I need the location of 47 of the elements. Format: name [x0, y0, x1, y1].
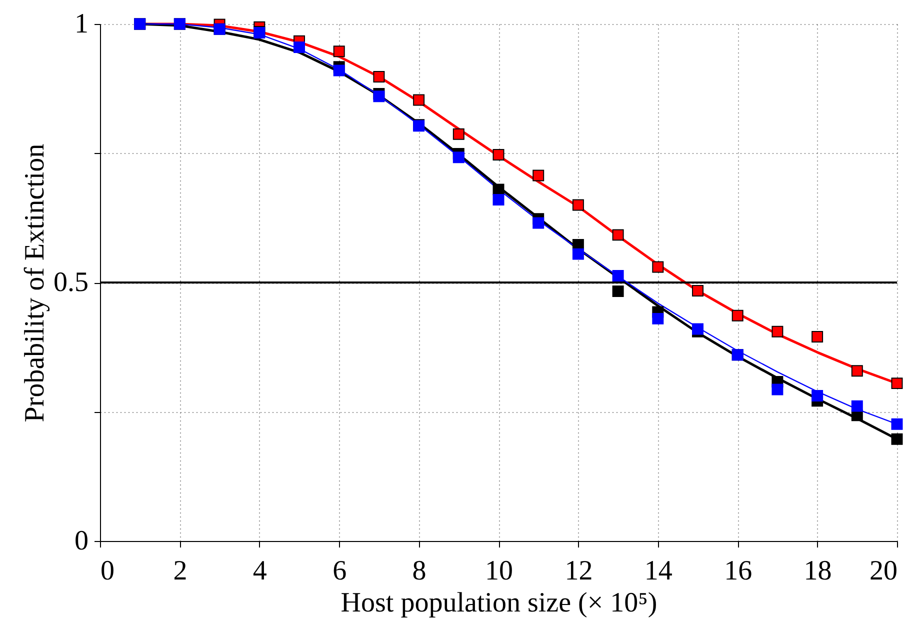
x-tick-label: 14	[644, 556, 672, 586]
x-tick-label: 18	[804, 556, 832, 586]
point	[572, 248, 584, 260]
x-tick-label: 20	[870, 556, 898, 586]
x-tick-label: 10	[485, 556, 513, 586]
point	[452, 152, 464, 164]
point	[333, 46, 345, 58]
point	[812, 331, 824, 343]
point	[294, 42, 305, 54]
point	[333, 64, 345, 76]
point	[612, 229, 624, 241]
x-tick-label: 2	[173, 556, 188, 586]
point	[452, 128, 464, 140]
x-tick-label: 12	[564, 556, 593, 586]
x-tick-label: 6	[332, 556, 347, 586]
point	[891, 433, 903, 445]
point	[891, 378, 903, 390]
y-tick-label: 1	[74, 8, 88, 40]
point	[413, 94, 425, 106]
x-tick-label: 8	[412, 556, 426, 586]
point	[532, 170, 544, 182]
point	[851, 400, 863, 412]
point	[812, 390, 824, 402]
x-axis-title: Host population size (× 10⁵)	[340, 588, 658, 618]
point	[612, 286, 624, 298]
x-tick-label: 16	[724, 556, 752, 586]
point	[652, 261, 664, 273]
point	[851, 365, 863, 377]
point	[772, 384, 784, 396]
point	[772, 326, 784, 338]
point	[891, 418, 903, 430]
point	[572, 199, 584, 211]
point	[492, 194, 504, 206]
x-tick-label: 0	[100, 556, 114, 586]
point	[373, 90, 385, 102]
point	[732, 310, 744, 322]
point	[612, 270, 624, 282]
point	[652, 312, 664, 324]
y-tick-label: 0.5	[54, 267, 88, 298]
y-tick-label: 0	[74, 526, 88, 556]
point	[532, 217, 544, 229]
y-axis-title: Probability of Extinction	[20, 144, 50, 422]
point	[492, 149, 504, 161]
point	[692, 285, 704, 297]
point	[373, 70, 385, 82]
x-tick-label: 4	[252, 556, 267, 586]
point	[692, 323, 704, 335]
